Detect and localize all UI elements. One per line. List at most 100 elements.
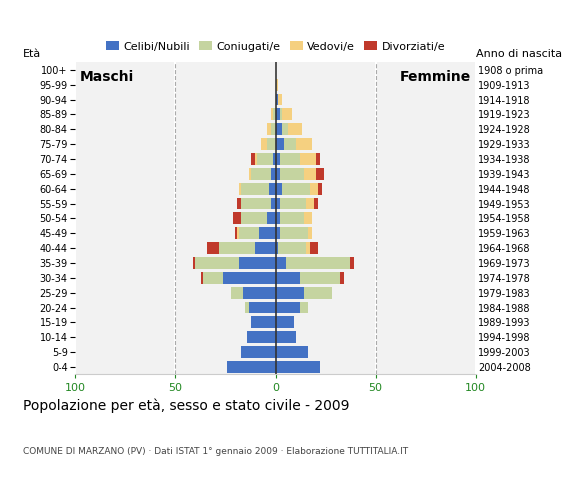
Text: Maschi: Maschi: [79, 70, 133, 84]
Bar: [249, 301, 276, 313]
Bar: [276, 198, 280, 209]
Bar: [244, 287, 276, 299]
Bar: [241, 346, 276, 358]
Bar: [276, 153, 280, 165]
Bar: [259, 228, 276, 239]
Bar: [235, 228, 237, 239]
Bar: [276, 242, 277, 254]
Bar: [276, 331, 295, 343]
Bar: [339, 272, 343, 284]
Bar: [255, 242, 276, 254]
Bar: [307, 228, 311, 239]
Bar: [299, 301, 307, 313]
Bar: [241, 183, 270, 194]
Bar: [276, 257, 285, 269]
Bar: [249, 168, 252, 180]
Bar: [350, 257, 354, 269]
Bar: [276, 213, 280, 224]
Bar: [274, 108, 276, 120]
Bar: [258, 153, 274, 165]
Text: COMUNE DI MARZANO (PV) · Dati ISTAT 1° gennaio 2009 · Elaborazione TUTTITALIA.IT: COMUNE DI MARZANO (PV) · Dati ISTAT 1° g…: [23, 446, 408, 456]
Bar: [314, 198, 317, 209]
Bar: [280, 168, 303, 180]
Bar: [271, 168, 275, 180]
Bar: [237, 198, 241, 209]
Bar: [241, 213, 267, 224]
Bar: [316, 153, 320, 165]
Bar: [299, 272, 339, 284]
Bar: [281, 183, 310, 194]
Bar: [280, 228, 307, 239]
Bar: [303, 287, 332, 299]
Bar: [276, 228, 280, 239]
Bar: [240, 257, 276, 269]
Bar: [267, 138, 275, 150]
Bar: [276, 168, 280, 180]
Bar: [276, 316, 293, 328]
Bar: [306, 242, 310, 254]
Bar: [280, 153, 299, 165]
Bar: [231, 287, 244, 299]
Bar: [271, 123, 275, 135]
Bar: [262, 138, 267, 150]
Bar: [303, 213, 311, 224]
Bar: [227, 361, 276, 373]
Bar: [317, 183, 321, 194]
Bar: [252, 316, 276, 328]
Bar: [241, 198, 271, 209]
Bar: [271, 198, 275, 209]
Bar: [237, 228, 240, 239]
Bar: [276, 346, 307, 358]
Bar: [267, 123, 271, 135]
Text: Femmine: Femmine: [400, 70, 471, 84]
Bar: [201, 272, 204, 284]
Bar: [276, 183, 281, 194]
Bar: [255, 153, 258, 165]
Bar: [299, 153, 316, 165]
Bar: [280, 108, 281, 120]
Bar: [204, 272, 223, 284]
Bar: [240, 183, 241, 194]
Bar: [223, 272, 276, 284]
Bar: [276, 287, 303, 299]
Text: Popolazione per età, sesso e stato civile - 2009: Popolazione per età, sesso e stato civil…: [23, 399, 350, 413]
Bar: [240, 228, 259, 239]
Bar: [252, 153, 255, 165]
Bar: [274, 153, 276, 165]
Bar: [310, 183, 317, 194]
Text: Anno di nascita: Anno di nascita: [476, 49, 561, 59]
Legend: Celibi/Nubili, Coniugati/e, Vedovi/e, Divorziati/e: Celibi/Nubili, Coniugati/e, Vedovi/e, Di…: [101, 37, 450, 56]
Bar: [280, 198, 306, 209]
Bar: [276, 272, 299, 284]
Bar: [281, 123, 288, 135]
Text: Età: Età: [23, 49, 42, 59]
Bar: [310, 242, 317, 254]
Bar: [208, 242, 219, 254]
Bar: [195, 257, 240, 269]
Bar: [277, 242, 306, 254]
Bar: [295, 138, 311, 150]
Bar: [285, 257, 350, 269]
Bar: [284, 138, 295, 150]
Bar: [281, 108, 292, 120]
Bar: [219, 242, 255, 254]
Bar: [276, 94, 277, 106]
Bar: [234, 213, 241, 224]
Bar: [276, 123, 281, 135]
Bar: [252, 168, 271, 180]
Bar: [276, 361, 320, 373]
Bar: [277, 94, 281, 106]
Bar: [306, 198, 314, 209]
Bar: [245, 301, 249, 313]
Bar: [280, 213, 303, 224]
Bar: [316, 168, 324, 180]
Bar: [303, 168, 316, 180]
Bar: [276, 79, 277, 91]
Bar: [248, 331, 276, 343]
Bar: [276, 108, 280, 120]
Bar: [276, 301, 299, 313]
Bar: [271, 108, 274, 120]
Bar: [276, 138, 284, 150]
Bar: [288, 123, 302, 135]
Bar: [270, 183, 275, 194]
